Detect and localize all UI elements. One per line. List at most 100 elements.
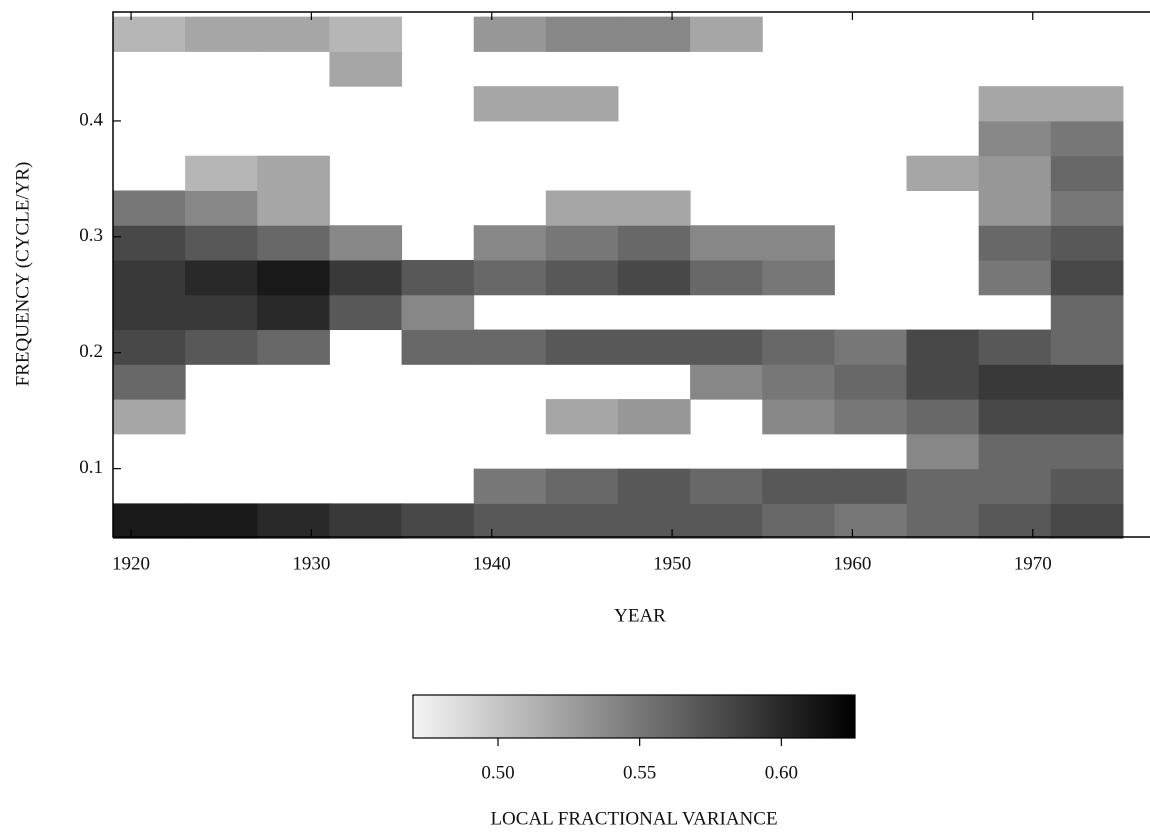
heatmap-cell: [906, 399, 980, 435]
heatmap-cell: [978, 399, 1052, 435]
heatmap-cell: [473, 503, 547, 539]
heatmap-cell: [113, 190, 186, 226]
heatmap-cell: [1050, 155, 1124, 191]
heatmap-cell: [978, 190, 1052, 226]
heatmap-cell: [185, 190, 258, 226]
heatmap-cell: [545, 190, 619, 226]
heatmap-cell: [906, 503, 980, 539]
heatmap-cell: [257, 503, 330, 539]
colorbar-tick-label: 0.60: [765, 762, 798, 783]
heatmap-cell: [257, 329, 330, 365]
heatmap-cell: [1050, 399, 1124, 435]
heatmap-cell: [473, 16, 547, 52]
heatmap-cell: [185, 260, 258, 296]
heatmap-cell: [1050, 503, 1124, 539]
heatmap-cell: [978, 503, 1052, 539]
heatmap-cell: [473, 260, 547, 296]
x-tick-label: 1970: [1014, 553, 1052, 574]
axis-frame: [112, 11, 1150, 538]
heatmap-cell: [113, 503, 186, 539]
heatmap-cell: [257, 190, 330, 226]
heatmap-cell: [329, 503, 403, 539]
heatmap-cell: [617, 190, 691, 226]
heatmap-cell: [1050, 190, 1124, 226]
heatmap-cell: [978, 468, 1052, 504]
heatmap-cell: [545, 468, 619, 504]
heatmap-cell: [834, 399, 908, 435]
heatmap-cell: [401, 329, 475, 365]
heatmap-cell: [1050, 468, 1124, 504]
heatmap-cell: [978, 225, 1052, 261]
heatmap-cell: [906, 433, 980, 470]
heatmap-cell: [329, 294, 403, 331]
heatmap-cell: [906, 329, 980, 365]
heatmap-cell: [617, 225, 691, 261]
heatmap-cell: [545, 503, 619, 539]
colorbar-tick-label: 0.50: [481, 762, 514, 783]
y-axis-label: FREQUENCY (CYCLE/YR): [12, 162, 33, 387]
heatmap-cell: [257, 260, 330, 296]
heatmap-cell: [762, 260, 835, 296]
heatmap-cell: [617, 329, 691, 365]
heatmap-cell: [834, 503, 908, 539]
heatmap-cell: [834, 329, 908, 365]
heatmap-cell: [329, 225, 403, 261]
heatmap-cell: [545, 260, 619, 296]
heatmap-cell: [329, 16, 403, 52]
heatmap-cell: [617, 468, 691, 504]
heatmap-cell: [762, 364, 835, 400]
heatmap-cell: [690, 503, 763, 539]
heatmap-cell: [762, 468, 835, 504]
heatmap-cell: [978, 329, 1052, 365]
heatmap-cell: [1050, 294, 1124, 331]
heatmap-cell: [545, 225, 619, 261]
heatmap-cell: [257, 16, 330, 52]
heatmap-cell: [545, 329, 619, 365]
heatmap-cell: [401, 294, 475, 331]
heatmap-cell: [401, 260, 475, 296]
x-axis-label: YEAR: [614, 605, 666, 626]
heatmap-cell: [617, 399, 691, 435]
heatmap-cell: [617, 16, 691, 52]
heatmap-cell: [690, 225, 763, 261]
heatmap-cell: [906, 364, 980, 400]
y-tick-label: 0.4: [79, 109, 103, 130]
heatmap-cell: [473, 468, 547, 504]
heatmap-cell: [617, 503, 691, 539]
heatmap-cell: [185, 503, 258, 539]
heatmap-cell: [762, 399, 835, 435]
heatmap-cell: [690, 364, 763, 400]
heatmap-cell: [113, 294, 186, 331]
heatmap-cell: [978, 120, 1052, 157]
heatmap-cell: [329, 260, 403, 296]
heatmap-cell: [690, 260, 763, 296]
heatmap-cell: [978, 260, 1052, 296]
heatmap-cell: [1050, 86, 1124, 122]
heatmap-cell: [185, 16, 258, 52]
heatmap-cell: [1050, 329, 1124, 365]
x-tick-label: 1920: [112, 553, 150, 574]
heatmap-cell: [834, 468, 908, 504]
heatmap-cell: [1050, 364, 1124, 400]
heatmap-cell: [545, 86, 619, 122]
heatmap-cell: [113, 364, 186, 400]
heatmap-cell: [762, 329, 835, 365]
y-tick-label: 0.1: [79, 457, 103, 478]
heatmap-cell: [113, 225, 186, 261]
heatmap-cell: [1050, 433, 1124, 470]
heatmap-cell: [1050, 260, 1124, 296]
heatmap-cell: [473, 86, 547, 122]
y-tick-label: 0.3: [79, 225, 103, 246]
heatmap-cell: [834, 364, 908, 400]
heatmap-cell: [978, 364, 1052, 400]
heatmap-cell: [257, 155, 330, 191]
heatmap-cell: [113, 329, 186, 365]
heatmap-cell: [762, 503, 835, 539]
heatmap-cell: [1050, 225, 1124, 261]
heatmap-cell: [473, 225, 547, 261]
heatmap-cell: [978, 155, 1052, 191]
heatmap-cell: [257, 225, 330, 261]
heatmap-cell: [978, 433, 1052, 470]
heatmap-cell: [690, 16, 763, 52]
